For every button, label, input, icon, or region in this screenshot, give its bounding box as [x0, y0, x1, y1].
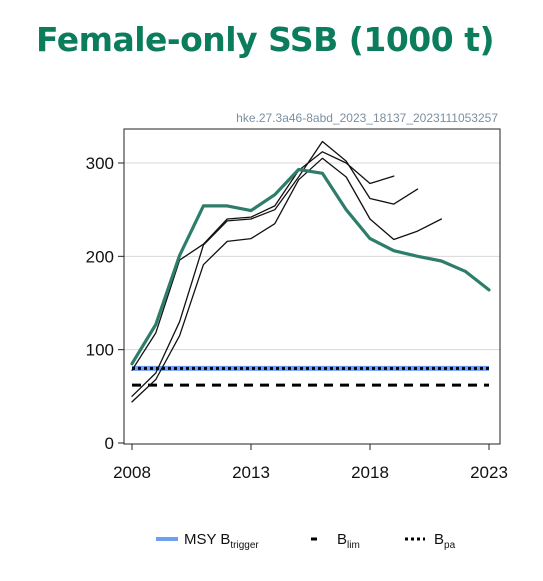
retrospective-line-0 [132, 152, 394, 370]
x-axis: 2008 2013 2018 2023 [113, 444, 508, 482]
legend-label: Blim [337, 531, 360, 551]
x-tick-label: 2018 [351, 463, 389, 482]
x-tick-label: 2008 [113, 463, 151, 482]
x-tick-label: 2023 [470, 463, 508, 482]
legend-label: MSY Btrigger [184, 531, 259, 551]
reference-lines [132, 368, 489, 385]
y-tick-label: 300 [86, 154, 114, 173]
legend: MSY Btrigger Blim Bpa [156, 531, 456, 551]
legend-label: Bpa [434, 531, 456, 551]
retrospective-line-2 [132, 158, 441, 402]
y-axis: 0 100 200 300 [86, 154, 124, 453]
y-tick-label: 200 [86, 247, 114, 266]
series-lines [132, 142, 489, 402]
y-tick-label: 100 [86, 341, 114, 360]
assessment-ssb-line [132, 170, 489, 364]
plot-frame [124, 129, 500, 444]
source-id: hke.27.3a46-8abd_2023_18137_202311105325… [236, 111, 498, 125]
y-tick-label: 0 [105, 434, 114, 453]
x-tick-label: 2013 [232, 463, 270, 482]
